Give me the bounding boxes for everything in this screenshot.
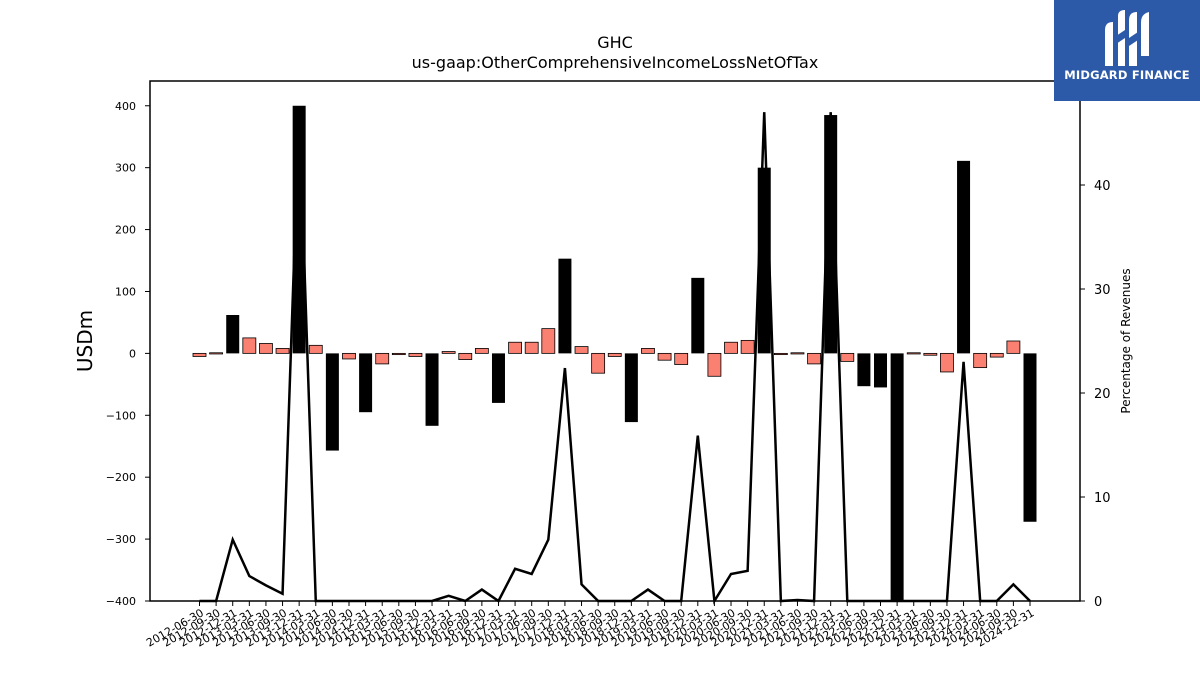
plot-frame	[149, 80, 1081, 602]
bar-2022-12-31	[890, 353, 904, 601]
bar-2015-12-31	[425, 353, 439, 426]
bar-2023-06-30	[923, 352, 938, 356]
brand-name: MIDGARD FINANCE	[1064, 68, 1190, 82]
bar-2022-03-31	[840, 352, 855, 362]
bar-2018-09-30	[607, 352, 622, 357]
bar-2017-12-31	[558, 258, 572, 354]
bars-layer	[192, 105, 1037, 601]
bar-2022-06-30	[857, 353, 871, 387]
bar-2023-03-31	[906, 352, 921, 355]
left-tick-label: −200	[106, 471, 136, 484]
bar-2012-09-30	[209, 352, 224, 355]
bar-2012-12-31	[226, 315, 240, 354]
brand-logo: MIDGARD FINANCE	[1054, 0, 1200, 101]
bar-2017-06-30	[524, 341, 539, 354]
bar-2017-03-31	[508, 341, 522, 354]
right-axis: 0 10 20 30 40	[1080, 179, 1111, 610]
bar-2024-12-31	[1023, 353, 1037, 522]
bar-2016-09-30	[474, 348, 489, 354]
y2-axis-label: Percentage of Revenues	[1119, 268, 1133, 413]
bar-2015-06-30	[391, 352, 406, 356]
bar-2024-09-30	[1006, 340, 1021, 354]
bar-2019-03-31	[641, 348, 655, 354]
bar-2023-09-30	[940, 352, 954, 373]
left-tick-label: 200	[115, 224, 136, 237]
right-tick-label: 40	[1094, 179, 1111, 194]
left-tick-label: −300	[106, 533, 136, 546]
bar-2020-03-31	[707, 352, 722, 377]
bar-2017-09-30	[541, 328, 556, 354]
bar-2022-09-30	[874, 353, 888, 388]
chart-subtitle: us-gaap:OtherComprehensiveIncomeLossNetO…	[412, 53, 819, 72]
left-axis: −400 −300 −200 −100 0 100 200 300 400	[106, 100, 150, 608]
right-tick-label: 30	[1094, 283, 1111, 298]
bar-2019-06-30	[657, 352, 672, 361]
bar-2012-06-30	[192, 352, 207, 357]
bar-2014-06-30	[325, 353, 339, 451]
bar-2021-09-30	[807, 352, 821, 365]
bar-2013-09-30	[275, 348, 290, 354]
bar-2024-03-31	[973, 352, 988, 369]
bar-2019-09-30	[674, 352, 689, 365]
left-tick-label: 0	[129, 347, 136, 360]
bar-2021-03-31	[773, 352, 788, 356]
right-tick-label: 20	[1094, 387, 1111, 402]
left-tick-label: −100	[106, 409, 136, 422]
bar-2015-09-30	[408, 352, 423, 357]
right-tick-label: 10	[1094, 491, 1111, 506]
bar-2018-03-31	[574, 346, 589, 354]
bar-2013-06-30	[259, 343, 273, 354]
bar-2024-06-30	[989, 352, 1004, 358]
left-tick-label: 300	[115, 162, 136, 175]
bar-2023-12-31	[957, 160, 971, 354]
bar-2018-06-30	[591, 352, 606, 374]
left-tick-label: −400	[106, 595, 136, 608]
midgard-logo-icon	[1105, 10, 1149, 66]
bar-2015-03-31	[375, 352, 390, 365]
bar-2013-12-31	[292, 105, 306, 354]
bar-2013-03-31	[242, 337, 257, 354]
bar-2020-06-30	[724, 341, 738, 354]
chart-title: GHC	[597, 33, 633, 52]
bar-2019-12-31	[691, 277, 705, 354]
left-tick-label: 400	[115, 100, 136, 113]
bar-2018-12-31	[624, 353, 638, 423]
x-axis: 2012-06-302012-09-302012-12-312013-03-31…	[144, 601, 1037, 650]
bar-2014-03-31	[308, 344, 323, 354]
bar-2016-03-31	[441, 351, 456, 354]
right-tick-label: 0	[1094, 595, 1102, 610]
bar-2021-06-30	[790, 352, 805, 355]
left-tick-label: 100	[115, 285, 136, 298]
bar-2016-12-31	[491, 353, 505, 403]
bar-2014-12-31	[359, 353, 373, 413]
bar-2014-09-30	[342, 352, 356, 360]
y-axis-label: USDm	[73, 310, 97, 372]
bar-2016-06-30	[458, 352, 473, 360]
bar-2020-09-30	[740, 339, 755, 354]
